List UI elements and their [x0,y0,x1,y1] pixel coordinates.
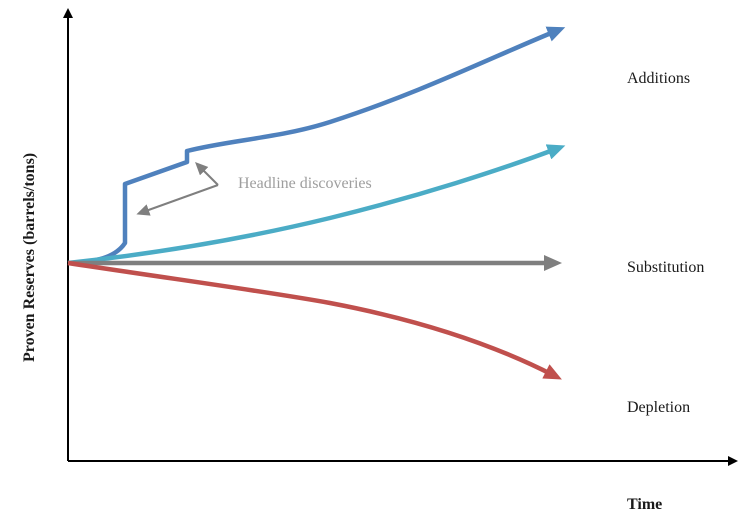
y-axis-title: Proven Reserves (barrels/tons) [21,153,38,362]
headline-arrow-upper [195,162,219,186]
addition-alt-curve [67,144,566,266]
depletion-curve [67,260,562,380]
x-axis-title: Time [627,496,662,513]
substitution-label: Substitution [627,259,704,276]
additions-label: Additions [627,70,690,87]
headline-arrow-lower [136,184,219,216]
depletion-label: Depletion [627,399,690,416]
additions-curve [67,26,566,266]
headline-discoveries-label: Headline discoveries [238,175,372,192]
